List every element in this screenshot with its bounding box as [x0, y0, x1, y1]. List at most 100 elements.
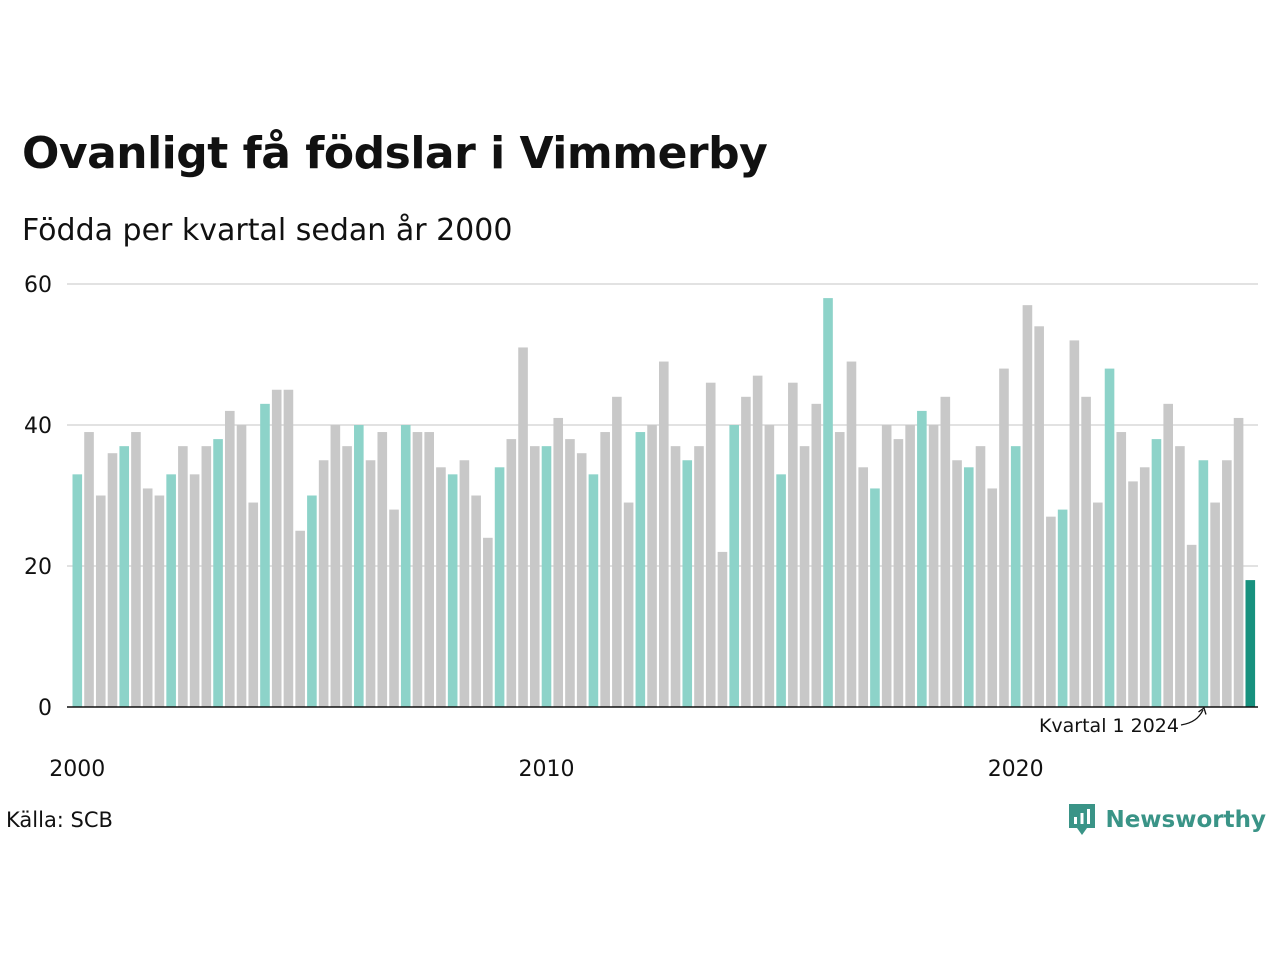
chart-title: Ovanligt få födslar i Vimmerby	[22, 128, 768, 179]
newsworthy-logo-icon	[1069, 804, 1096, 835]
bar	[436, 467, 446, 707]
annotation-arrowhead	[1198, 706, 1207, 715]
bar	[1069, 340, 1080, 707]
bar	[670, 446, 681, 707]
bar	[1163, 403, 1173, 707]
bar	[295, 530, 305, 707]
bar	[705, 382, 716, 707]
bar	[576, 453, 587, 707]
bar	[271, 389, 282, 707]
bar	[84, 432, 94, 707]
bar	[1057, 509, 1068, 707]
bar	[72, 474, 83, 707]
bar	[471, 495, 481, 707]
bar	[95, 495, 106, 707]
bar	[928, 425, 939, 707]
bar	[224, 410, 235, 707]
bar	[846, 361, 857, 707]
brand: Newsworthy	[1067, 802, 1266, 838]
bar	[834, 432, 845, 707]
bars	[72, 298, 1256, 707]
bar	[412, 432, 423, 707]
x-tick-label: 2020	[988, 757, 1044, 782]
bar	[354, 425, 364, 707]
bar	[764, 425, 775, 707]
y-tick-label: 40	[24, 414, 52, 439]
bar	[142, 488, 153, 707]
bar	[729, 425, 739, 707]
bar	[1245, 580, 1256, 707]
bar	[307, 495, 317, 707]
y-tick-label: 60	[24, 273, 52, 298]
bar	[166, 474, 176, 707]
bar	[342, 446, 352, 707]
bar	[623, 502, 634, 707]
brand-name: Newsworthy	[1105, 807, 1266, 833]
bar	[260, 403, 270, 707]
bar	[1151, 439, 1162, 707]
x-tick-label: 2010	[519, 757, 575, 782]
axes: 0 20 40 60 2000 2010 2020	[24, 273, 1258, 782]
bar	[952, 460, 962, 707]
bar	[612, 396, 622, 707]
bar	[178, 446, 188, 707]
y-tick-label: 20	[24, 555, 52, 580]
bar	[365, 460, 376, 707]
bar	[858, 467, 869, 707]
bar	[1116, 432, 1127, 707]
bar	[1222, 460, 1232, 707]
bar	[565, 439, 575, 707]
bar	[248, 502, 259, 707]
bar	[553, 417, 564, 707]
bar	[318, 460, 329, 707]
bar	[659, 361, 669, 707]
bar	[201, 446, 212, 707]
bar	[389, 509, 399, 707]
bar	[1210, 502, 1220, 707]
bar	[236, 425, 247, 707]
bar	[1081, 396, 1091, 707]
bar	[893, 439, 904, 707]
bar	[588, 474, 599, 707]
bar	[635, 432, 646, 707]
bar	[1022, 305, 1033, 707]
bar	[811, 403, 822, 707]
bar	[1010, 446, 1021, 707]
bar	[400, 425, 411, 707]
bar	[119, 446, 130, 707]
bar	[1139, 467, 1150, 707]
annotation-label: Kvartal 1 2024	[1039, 715, 1179, 737]
bar	[1198, 460, 1209, 707]
annotation-arrow-line	[1180, 709, 1204, 726]
bar	[213, 439, 223, 707]
bar	[905, 425, 915, 707]
bar	[283, 389, 294, 707]
bar	[823, 298, 833, 707]
bar	[600, 432, 610, 707]
bar	[1233, 417, 1244, 707]
bar	[788, 382, 798, 707]
bar	[506, 439, 517, 707]
bar	[870, 488, 880, 707]
bar	[518, 347, 528, 707]
bar	[459, 460, 470, 707]
bar	[1186, 544, 1197, 707]
bar	[799, 446, 810, 707]
bar	[447, 474, 458, 707]
x-tick-label: 2000	[49, 757, 105, 782]
bar	[494, 467, 505, 707]
bar	[987, 488, 998, 707]
bar	[529, 446, 540, 707]
bar	[377, 432, 388, 707]
annotation: Kvartal 1 2024	[1039, 706, 1207, 737]
bar	[776, 474, 786, 707]
bar	[752, 375, 763, 707]
bar	[881, 425, 892, 707]
bar	[917, 410, 927, 707]
bar	[1046, 516, 1056, 707]
bar	[424, 432, 434, 707]
bar	[541, 446, 552, 707]
bar	[1128, 481, 1138, 707]
bar	[1104, 368, 1115, 707]
bar	[1034, 326, 1044, 707]
